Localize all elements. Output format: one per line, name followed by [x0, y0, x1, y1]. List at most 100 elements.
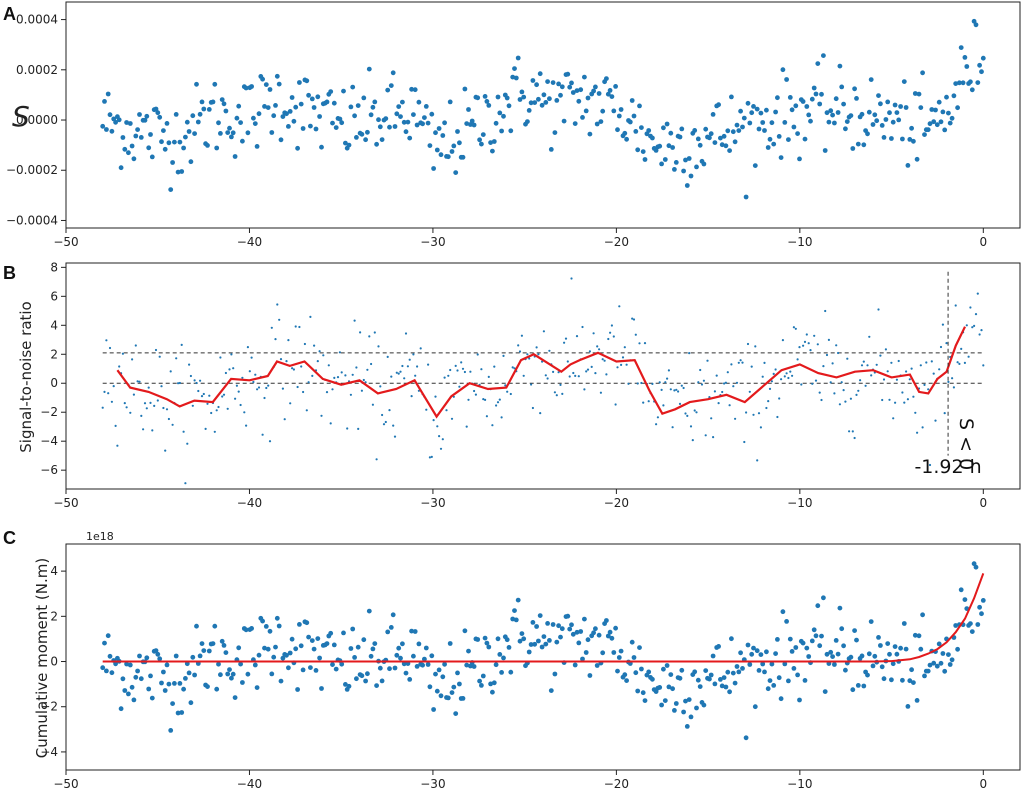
data-point [202, 392, 205, 396]
data-point [767, 678, 773, 683]
data-point [835, 110, 841, 115]
data-point [686, 156, 692, 161]
data-point [289, 402, 292, 405]
data-point [607, 629, 613, 635]
data-point [601, 358, 604, 361]
data-point [614, 403, 617, 406]
data-point [627, 119, 633, 125]
data-point [932, 372, 935, 375]
data-point [237, 390, 240, 393]
data-point [147, 386, 150, 389]
data-point [151, 429, 154, 432]
data-point [234, 397, 237, 400]
data-point [976, 292, 979, 295]
data-point [694, 164, 699, 170]
data-point [938, 660, 944, 666]
data-point [775, 637, 780, 642]
data-point [824, 309, 827, 313]
data-point [331, 100, 337, 106]
data-point [629, 98, 635, 103]
data-point [324, 641, 330, 646]
data-point [787, 636, 793, 642]
data-point [530, 78, 536, 83]
data-point [804, 104, 810, 109]
y-tick-label: −0.0004 [6, 213, 58, 227]
data-point [154, 348, 158, 352]
data-point [439, 447, 443, 450]
data-point [351, 373, 354, 376]
data-point [243, 85, 249, 91]
data-point [306, 634, 311, 640]
data-point [586, 368, 590, 371]
data-point [639, 125, 644, 130]
data-point [765, 686, 771, 692]
data-point [815, 603, 821, 609]
data-point [552, 370, 555, 373]
data-point [197, 389, 200, 393]
data-point [971, 18, 977, 24]
data-point [611, 650, 617, 655]
data-point [243, 411, 246, 414]
data-point [501, 113, 506, 119]
data-point [954, 304, 957, 307]
data-point [701, 161, 707, 167]
data-point [265, 105, 271, 110]
panel-c-yticks: −4 −2 0 2 4 [40, 564, 66, 759]
data-point [907, 678, 913, 684]
data-point [526, 353, 529, 356]
data-point [980, 329, 983, 332]
data-point [736, 128, 742, 134]
data-point [354, 135, 359, 140]
data-point [782, 120, 788, 125]
data-point [723, 382, 726, 385]
data-point [706, 359, 709, 362]
data-point [643, 342, 647, 345]
data-point [240, 680, 245, 685]
data-point [761, 375, 764, 378]
data-point [137, 112, 142, 117]
data-point [922, 132, 927, 138]
data-point [484, 640, 490, 646]
data-point [175, 357, 178, 360]
data-point [773, 109, 778, 115]
data-point [684, 724, 690, 729]
data-point [664, 381, 667, 384]
data-point [309, 315, 312, 318]
data-point [293, 646, 299, 652]
data-point [800, 99, 806, 104]
data-point [561, 392, 564, 395]
data-point [925, 127, 931, 133]
data-point [143, 402, 147, 405]
data-point [112, 385, 115, 388]
data-point [471, 122, 477, 128]
data-point [346, 142, 352, 148]
data-point [479, 141, 484, 147]
data-point [843, 667, 848, 673]
data-point [819, 633, 824, 639]
data-point [199, 379, 202, 382]
data-point [859, 653, 865, 659]
data-point [200, 395, 204, 398]
data-point [833, 392, 836, 395]
data-point [229, 675, 234, 681]
data-point [894, 401, 897, 404]
data-point [522, 374, 525, 377]
data-point [262, 104, 267, 109]
data-point [977, 604, 982, 610]
data-point [633, 670, 639, 676]
data-point [639, 666, 644, 672]
data-point [186, 129, 192, 134]
data-point [888, 398, 891, 401]
data-point [666, 143, 672, 149]
data-point [572, 121, 578, 126]
data-point [636, 382, 639, 385]
data-point [781, 339, 785, 342]
data-point [140, 414, 143, 417]
data-point [388, 409, 391, 412]
data-point [509, 392, 512, 396]
data-point [697, 381, 700, 384]
data-point [842, 389, 845, 392]
data-point [811, 85, 817, 91]
data-point [881, 135, 887, 140]
data-point [911, 138, 916, 144]
